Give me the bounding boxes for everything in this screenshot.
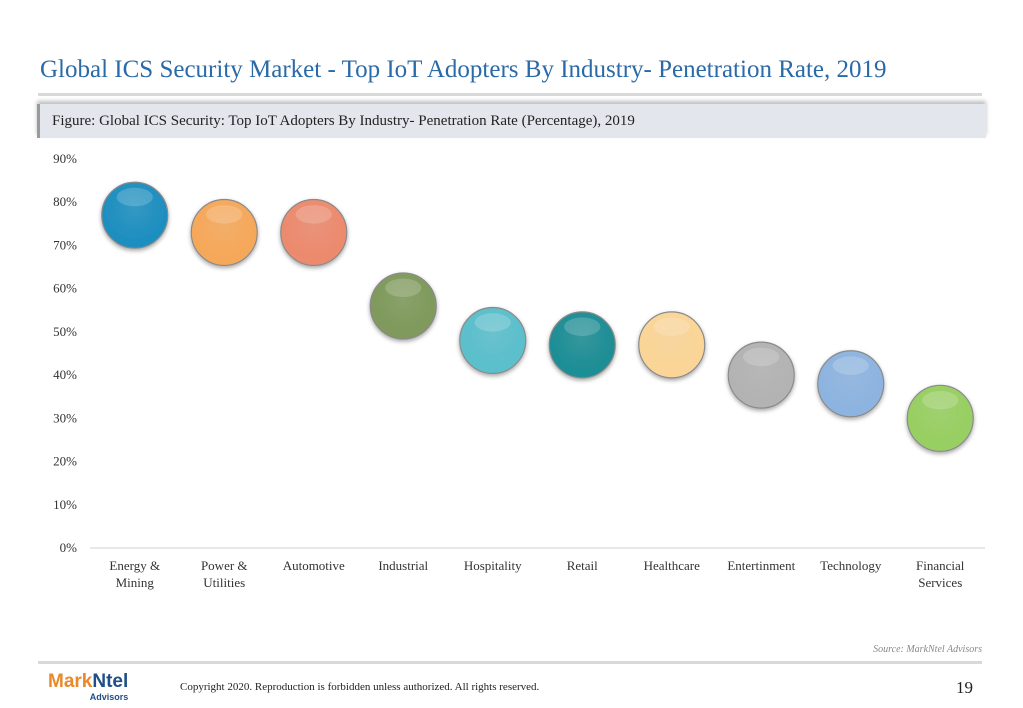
bubble-point [369, 272, 437, 340]
logo-ntel-text: Ntel [92, 671, 129, 692]
x-tick-label: Energy & Mining [109, 558, 160, 590]
x-tick-label: Healthcare [644, 558, 701, 573]
bubble-point [280, 198, 348, 267]
bubble-highlight [474, 313, 511, 332]
y-tick-label: 0% [60, 540, 78, 555]
x-tick-label: Entertinment [727, 558, 795, 573]
bubble-highlight [564, 317, 601, 336]
bubble-highlight [653, 317, 690, 336]
y-tick-label: 90% [53, 151, 77, 166]
bubble-point [727, 341, 795, 409]
x-axis: Energy & Mining Power & Utilities Automotive… [109, 558, 964, 590]
copyright-notice: Copyright 2020. Reproduction is forbidde… [180, 681, 540, 693]
bubble-point [817, 350, 885, 418]
y-axis: 0% 10% 20% 30% 40% 50% 60% 70% 80% 90% [53, 151, 77, 555]
bubble-point [638, 311, 706, 379]
logo-mark-text: Mark [48, 671, 93, 692]
bubble-point [190, 198, 258, 267]
bubble-highlight [116, 187, 153, 207]
page-number: 19 [956, 678, 973, 697]
bubble-point [906, 384, 974, 452]
bubble-highlight [743, 347, 780, 367]
x-tick-label: Power & Utilities [201, 558, 248, 590]
y-tick-label: 40% [53, 367, 77, 382]
x-tick-label: Industrial [378, 558, 428, 573]
y-tick-label: 70% [53, 237, 77, 252]
bubble-point [101, 181, 169, 249]
x-tick-label: Financial Services [916, 558, 965, 590]
y-tick-label: 20% [53, 454, 77, 469]
y-tick-label: 60% [53, 281, 77, 296]
x-tick-label: Hospitality [464, 558, 522, 573]
x-tick-label: Automotive [283, 558, 345, 573]
bubble-point [548, 311, 616, 379]
bubble-highlight [295, 205, 332, 224]
bubble-highlight [832, 356, 869, 375]
y-tick-label: 80% [53, 194, 77, 209]
footer-divider [38, 661, 982, 664]
bubble-highlight [385, 278, 422, 298]
source-note: Source: MarkNtel Advisors [873, 644, 982, 655]
y-tick-label: 30% [53, 410, 77, 425]
y-tick-label: 10% [53, 497, 77, 512]
y-tick-label: 50% [53, 324, 77, 339]
title-divider [38, 93, 982, 96]
figure-caption-box: Figure: Global ICS Security: Top IoT Ado… [37, 104, 986, 138]
bubble-point [459, 306, 527, 375]
marknetel-logo: MarkNtel Advisors [48, 672, 128, 702]
bubble-highlight [922, 390, 959, 410]
figure-caption: Figure: Global ICS Security: Top IoT Ado… [52, 113, 635, 129]
bubble-highlight [206, 205, 243, 224]
page-title: Global ICS Security Market - Top IoT Ado… [40, 56, 887, 83]
x-tick-label: Technology [820, 558, 882, 573]
bubble-series [101, 181, 974, 452]
logo-subtitle: Advisors [89, 692, 129, 702]
x-tick-label: Retail [567, 558, 598, 573]
